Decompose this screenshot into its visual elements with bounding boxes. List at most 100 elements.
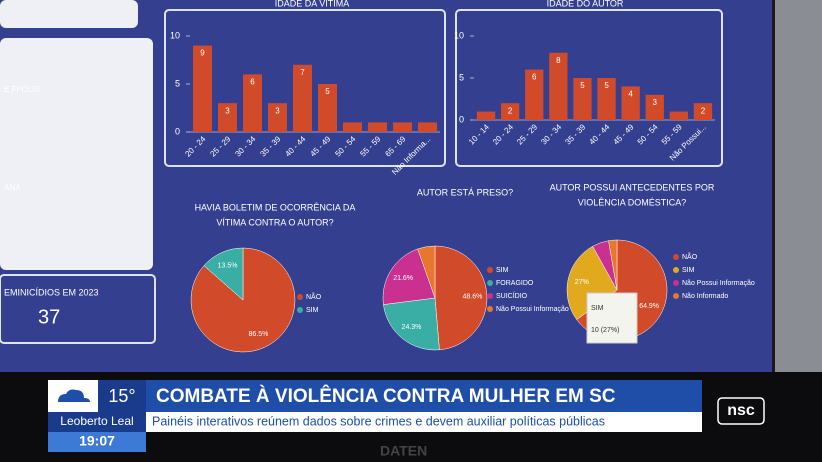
pie-slice — [608, 239, 618, 291]
kpi-value: 37 — [38, 306, 60, 328]
logo-frame — [717, 397, 765, 425]
side-panel — [0, 38, 153, 270]
headline: COMBATE À VIOLÊNCIA CONTRA MULHER EM SC — [156, 385, 616, 407]
chart-title: AUTOR ESTÁ PRESO? — [417, 187, 513, 197]
legend-swatch — [487, 267, 493, 273]
logo: nsc — [727, 402, 755, 419]
bar — [268, 103, 287, 132]
value-label: 27% — [575, 279, 589, 286]
location: Leoberto Leal — [60, 414, 133, 428]
location-box — [48, 412, 146, 432]
value-label: 5 — [580, 81, 585, 90]
legend-swatch — [673, 280, 679, 286]
legend-label: SIM — [496, 267, 509, 274]
kpi-card — [0, 274, 156, 344]
value-label: 3 — [225, 106, 230, 115]
y-tick-label: 5 — [175, 78, 180, 88]
legend-label: Não Informado — [682, 293, 728, 300]
legend-swatch — [487, 293, 493, 299]
bar — [693, 103, 713, 120]
value-label: 64.9% — [639, 303, 659, 310]
bar — [621, 86, 640, 120]
value-label: 4 — [628, 90, 633, 99]
bar — [573, 78, 592, 120]
chart-title: VÍTIMA CONTRA O AUTOR? — [216, 217, 333, 227]
legend-swatch — [487, 306, 493, 312]
chart-title: IDADE DA VÍTIMA — [275, 0, 350, 8]
tooltip-text: 10 (27%) — [591, 327, 619, 334]
tooltip — [586, 292, 638, 344]
bar — [476, 111, 496, 120]
side-label: E FPOLIS — [4, 85, 40, 94]
bar — [368, 122, 387, 132]
subheadline: Painéis interativos reúnem dados sobre c… — [152, 414, 605, 428]
legend-swatch — [297, 294, 303, 300]
value-label: 21.6% — [393, 275, 413, 282]
bar — [525, 69, 544, 120]
bar — [293, 64, 312, 132]
pie-slice — [417, 245, 436, 299]
legend-label: SUICÍDIO — [496, 291, 528, 300]
bar — [243, 74, 262, 132]
value-label: 3 — [653, 98, 658, 107]
value-label: 6 — [532, 73, 537, 82]
monitor-brand: DATEN — [380, 443, 427, 459]
weather-icon — [58, 389, 90, 402]
bar — [193, 45, 212, 132]
legend-label: SIM — [306, 307, 319, 314]
subheadline-bar — [146, 412, 702, 432]
headline-bar — [146, 380, 702, 412]
pie-slice — [383, 297, 440, 351]
bar — [669, 111, 689, 120]
y-tick-label: 5 — [459, 72, 464, 82]
legend-swatch — [487, 280, 493, 286]
legend-label: Não Possui Informação — [682, 280, 755, 287]
panel — [164, 9, 446, 167]
chart-title: HAVIA BOLETIM DE OCORRÊNCIA DA — [195, 202, 356, 212]
value-label: 5 — [325, 87, 330, 96]
bar — [318, 84, 337, 132]
bar — [418, 122, 437, 132]
bar — [500, 103, 520, 120]
tooltip-name: SIM — [591, 305, 604, 312]
value-label: 6 — [250, 78, 255, 87]
pie-slice — [382, 248, 436, 305]
bar — [393, 122, 412, 132]
legend-swatch — [297, 307, 303, 313]
value-label: 48.6% — [462, 293, 482, 300]
value-label: 9 — [200, 49, 205, 58]
bar — [549, 52, 568, 120]
y-tick-label: 10 — [454, 30, 464, 40]
temp-box — [98, 380, 146, 412]
chart-title: AUTOR POSSUI ANTECEDENTES POR — [550, 182, 715, 192]
legend-swatch — [673, 254, 679, 260]
value-label: 24.3% — [402, 324, 422, 331]
top-panel — [0, 0, 138, 28]
legend-label: SIM — [682, 267, 695, 274]
side-label: ANA — [4, 183, 21, 192]
legend-label: NÃO — [682, 252, 698, 261]
time-box — [48, 432, 146, 452]
time: 19:07 — [79, 433, 115, 449]
bar — [343, 122, 362, 132]
kpi-label: EMINICÍDIOS EM 2023 — [4, 287, 99, 297]
y-tick-label: 0 — [175, 126, 180, 136]
legend-label: FORAGIDO — [496, 280, 534, 287]
value-label: 3 — [275, 106, 280, 115]
value-label: 8 — [556, 56, 561, 65]
legend-label: Não Possui Informação — [496, 306, 569, 313]
pie-slice — [434, 245, 488, 351]
chart-title: VIOLÊNCIA DOMÉSTICA? — [578, 197, 687, 207]
bar — [218, 103, 237, 132]
legend-swatch — [673, 293, 679, 299]
panel — [455, 9, 723, 167]
legend-swatch — [673, 267, 679, 273]
y-tick-label: 0 — [459, 114, 464, 124]
value-label: 2 — [701, 106, 706, 115]
value-label: 5 — [604, 81, 609, 90]
pie-slice — [566, 245, 618, 320]
value-label: 2 — [508, 106, 513, 115]
temperature: 15° — [108, 386, 135, 406]
wall — [775, 0, 822, 380]
